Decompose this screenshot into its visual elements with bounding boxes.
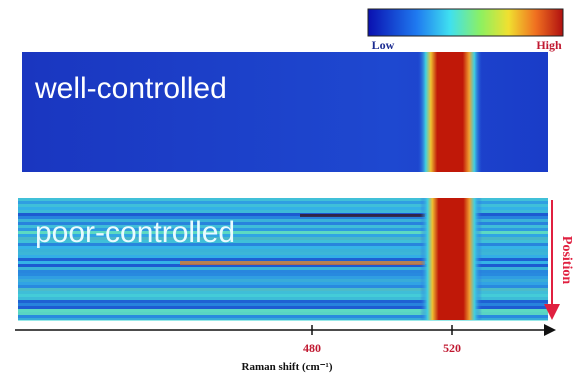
colorbar (367, 8, 564, 37)
stripe (18, 276, 548, 279)
stripe (18, 288, 548, 291)
panel: well-controlled (22, 52, 548, 172)
colorbar-low: Low (372, 38, 395, 52)
stripe (18, 258, 548, 261)
stripe (18, 309, 548, 312)
stripe (18, 243, 548, 246)
tick-label: 520 (443, 341, 461, 355)
stripe (18, 228, 548, 231)
stripe (18, 291, 548, 294)
x-axis-label: Raman shift (cm⁻¹) (242, 361, 333, 373)
peak-band (420, 198, 482, 320)
colorbar-high: High (536, 38, 562, 52)
stripe (18, 318, 548, 321)
position-label: Position (559, 236, 574, 284)
stripe (18, 249, 548, 252)
stripe (18, 312, 548, 315)
stripe (18, 285, 548, 288)
stripe (18, 306, 548, 309)
tick-label: 480 (303, 341, 321, 355)
stripes (18, 198, 548, 321)
stripe (18, 315, 548, 318)
streak (180, 261, 425, 265)
stripe (18, 300, 548, 303)
stripe (18, 222, 548, 225)
stripe (18, 219, 548, 222)
stripe (18, 207, 548, 210)
stripe (18, 264, 548, 267)
streak (300, 214, 425, 217)
stripe (18, 270, 548, 273)
stripe (18, 198, 548, 201)
stripe (18, 282, 548, 285)
stripe (18, 204, 548, 207)
stripe (18, 216, 548, 219)
stripe (18, 294, 548, 297)
x-ticks: 480 520 (303, 325, 461, 355)
stripe (18, 273, 548, 276)
peak-band (418, 52, 482, 172)
stripe (18, 297, 548, 300)
stripe (18, 201, 548, 204)
stripe (18, 303, 548, 306)
stripe (18, 213, 548, 216)
stripe (18, 210, 548, 213)
stripe (18, 279, 548, 282)
stripe (18, 240, 548, 243)
stripe (18, 267, 548, 270)
panel-label: poor-controlled (35, 216, 235, 249)
stripe (18, 225, 548, 228)
panel: poor-controlled (18, 198, 548, 321)
stripe (18, 246, 548, 249)
stripe (18, 234, 548, 237)
stripe (18, 231, 548, 234)
stripe (18, 255, 548, 258)
panel-label: well-controlled (34, 72, 227, 105)
stripe (18, 237, 548, 240)
stripe (18, 252, 548, 255)
